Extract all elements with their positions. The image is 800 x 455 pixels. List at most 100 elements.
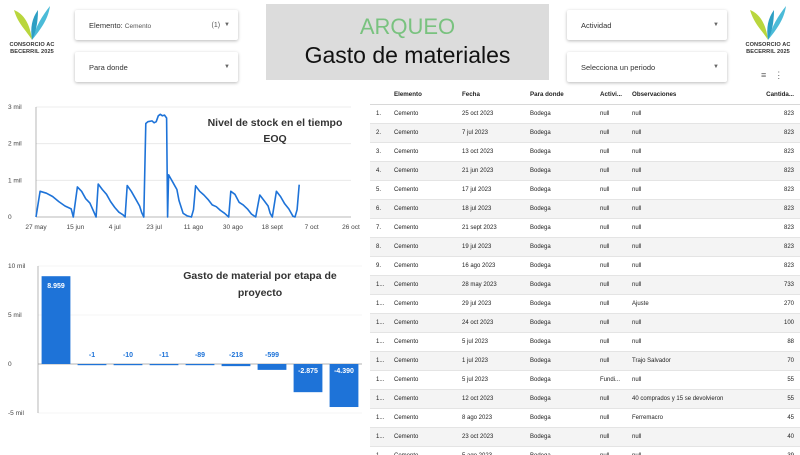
cell-fecha: 19 jul 2023 (460, 237, 528, 257)
logo-text-line1: CONSORCIO AC (745, 42, 791, 48)
logo-text-line2: BECERRIL 2025 (10, 49, 54, 55)
cell-actividad: null (598, 294, 630, 314)
x-tick-label: 27 may (25, 224, 47, 231)
y-tick-label: -5 mil (8, 410, 24, 417)
cell-actividad: null (598, 237, 630, 257)
table-header-row: Elemento Fecha Para donde Activi... Obse… (370, 86, 800, 105)
x-tick-label: 7 oct (305, 224, 319, 231)
cell-index: 9. (370, 256, 392, 276)
cell-index: 1... (370, 351, 392, 371)
cell-fecha: 7 jul 2023 (460, 123, 528, 143)
cell-actividad: null (598, 142, 630, 162)
periodo-selector-label: Selecciona un periodo (581, 62, 656, 72)
chevron-down-icon: ▼ (713, 22, 719, 28)
cell-para-donde: Bodega (528, 161, 598, 181)
table-row[interactable]: 3. Cemento 13 oct 2023 Bodega null null 823 (370, 142, 800, 162)
cell-elemento: Cemento (392, 104, 460, 124)
cell-cantidad: 733 (750, 275, 800, 295)
cell-fecha: 21 jun 2023 (460, 161, 528, 181)
cell-index: 8. (370, 237, 392, 257)
cell-observaciones: null (630, 161, 750, 181)
table-row[interactable]: 1... Cemento 29 jul 2023 Bodega null Ajuste 27… (370, 294, 800, 314)
x-tick-label: 11 ago (184, 224, 204, 231)
cell-actividad: null (598, 104, 630, 124)
table-row[interactable]: 2. Cemento 7 jul 2023 Bodega null null 823 (370, 123, 800, 143)
table-row[interactable]: 7. Cemento 21 sept 2023 Bodega null null 823 (370, 218, 800, 238)
cell-actividad: null (598, 408, 630, 428)
table-row[interactable]: 5. Cemento 17 jul 2023 Bodega null null 823 (370, 180, 800, 200)
cell-fecha: 24 oct 2023 (460, 313, 528, 333)
cell-cantidad: 270 (750, 294, 800, 314)
cell-observaciones: Ferremacro (630, 408, 750, 428)
column-header-observaciones[interactable]: Observaciones (630, 86, 750, 105)
page-title-box: ARQUEO Gasto de materiales (266, 4, 549, 80)
cell-observaciones: null (630, 199, 750, 219)
cell-cantidad: 100 (750, 313, 800, 333)
cell-observaciones: null (630, 142, 750, 162)
cell-index: 2. (370, 123, 392, 143)
cell-observaciones: null (630, 256, 750, 276)
cell-fecha: 29 jul 2023 (460, 294, 528, 314)
table-row[interactable]: 4. Cemento 21 jun 2023 Bodega null null 823 (370, 161, 800, 181)
cell-observaciones: Trajo Salvador (630, 351, 750, 371)
chevron-down-icon: ▼ (713, 64, 719, 70)
cell-para-donde: Bodega (528, 104, 598, 124)
elemento-filter[interactable]: Elemento: Cemento (1) ▼ (75, 10, 238, 40)
table-row[interactable]: 1... Cemento 23 oct 2023 Bodega null null 40 (370, 427, 800, 447)
cell-observaciones: null (630, 313, 750, 333)
cell-fecha: 23 oct 2023 (460, 427, 528, 447)
cell-fecha: 5 jul 2023 (460, 332, 528, 352)
column-header-actividad[interactable]: Activi... (598, 86, 630, 105)
column-header-para-donde[interactable]: Para donde (528, 86, 598, 105)
stock-chart-subtitle: EOQ (263, 133, 287, 145)
column-header-elemento[interactable]: Elemento (392, 86, 460, 105)
cell-actividad: null (598, 180, 630, 200)
filter-icon[interactable]: ≡ (761, 70, 767, 80)
table-row[interactable]: 6. Cemento 18 jul 2023 Bodega null null 823 (370, 199, 800, 219)
column-header-cantidad[interactable]: Cantida... (750, 86, 800, 105)
table-row[interactable]: 1... Cemento 12 oct 2023 Bodega null 40 compr… (370, 389, 800, 409)
logo-text-line1: CONSORCIO AC (9, 42, 55, 48)
x-tick-label: 26 oct (342, 224, 360, 231)
cell-actividad: null (598, 446, 630, 455)
cell-para-donde: Bodega (528, 389, 598, 409)
para-donde-filter[interactable]: Para donde ▼ (75, 52, 238, 82)
table-row[interactable]: 1... Cemento 24 oct 2023 Bodega null null 100 (370, 313, 800, 333)
cell-cantidad: 823 (750, 142, 800, 162)
cell-actividad: null (598, 218, 630, 238)
cell-cantidad: 39 (750, 446, 800, 455)
cell-index: 7. (370, 218, 392, 238)
table-row[interactable]: 1... Cemento 5 jul 2023 Bodega null null 88 (370, 332, 800, 352)
page-subtitle: Gasto de materiales (304, 42, 511, 68)
cell-elemento: Cemento (392, 237, 460, 257)
cell-cantidad: 823 (750, 104, 800, 124)
page-title: ARQUEO (359, 14, 456, 39)
table-row[interactable]: 1... Cemento 28 may 2023 Bodega null null 733 (370, 275, 800, 295)
cell-para-donde: Bodega (528, 313, 598, 333)
y-tick-label: 1 mil (8, 177, 22, 184)
periodo-selector[interactable]: Selecciona un periodo ▼ (567, 52, 727, 82)
more-options-icon[interactable]: ⋮ (774, 70, 784, 80)
consorcio-logo-left: CONSORCIO AC BECERRIL 2025 (2, 4, 62, 70)
cell-elemento: Cemento (392, 446, 460, 455)
x-tick-label: 15 jun (67, 224, 85, 231)
table-row[interactable]: 1... Cemento 1 jul 2023 Bodega null Trajo Sal… (370, 351, 800, 371)
table-row[interactable]: 9. Cemento 16 ago 2023 Bodega null null 823 (370, 256, 800, 276)
cell-fecha: 18 jul 2023 (460, 199, 528, 219)
logo-text-line2: BECERRIL 2025 (746, 49, 790, 55)
actividad-filter[interactable]: Actividad ▼ (567, 10, 727, 40)
material-spend-chart-svg: 10 mil 5 mil 0 -5 mil 8.959 -1 -10 -11 -89 -218 -5… (8, 263, 362, 417)
table-row[interactable]: 1... Cemento 5 jul 2023 Bodega Fundi... null 5… (370, 370, 800, 390)
table-row[interactable]: 1... Cemento 8 ago 2023 Bodega null Ferremacr… (370, 408, 800, 428)
cell-cantidad: 45 (750, 408, 800, 428)
bar-data-label: -11 (159, 352, 169, 359)
column-header-fecha[interactable]: Fecha (460, 86, 528, 105)
cell-actividad: null (598, 123, 630, 143)
cell-observaciones: null (630, 180, 750, 200)
table-row[interactable]: 1. Cemento 25 oct 2023 Bodega null null 823 (370, 104, 800, 124)
table-row[interactable]: 8. Cemento 19 jul 2023 Bodega null null 823 (370, 237, 800, 257)
bar-data-label: -218 (229, 352, 243, 359)
elemento-filter-count: (1) (211, 21, 221, 29)
cell-fecha: 12 oct 2023 (460, 389, 528, 409)
